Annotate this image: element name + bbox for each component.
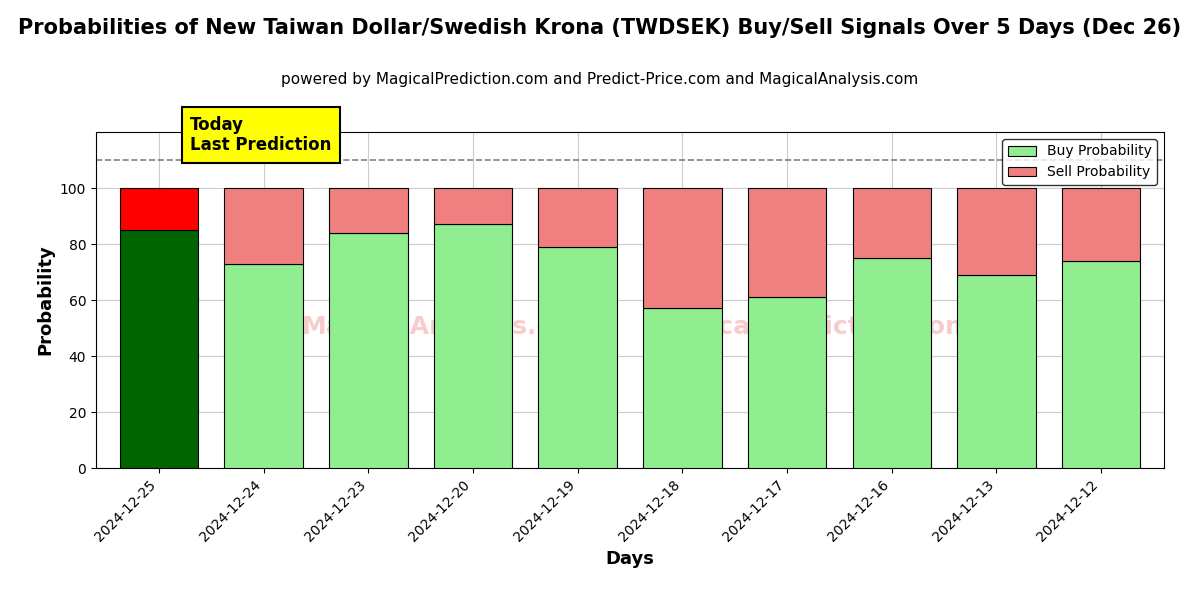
Text: Probabilities of New Taiwan Dollar/Swedish Krona (TWDSEK) Buy/Sell Signals Over : Probabilities of New Taiwan Dollar/Swedi… <box>18 18 1182 38</box>
Bar <box>120 230 198 468</box>
Legend: Buy Probability, Sell Probability: Buy Probability, Sell Probability <box>1002 139 1157 185</box>
Bar <box>120 188 198 230</box>
X-axis label: Days: Days <box>606 550 654 568</box>
Bar <box>643 308 721 468</box>
Bar <box>329 188 408 233</box>
Bar <box>958 188 1036 275</box>
Bar <box>224 188 302 263</box>
Bar <box>329 233 408 468</box>
Bar <box>748 188 827 297</box>
Bar <box>224 263 302 468</box>
Bar <box>1062 261 1140 468</box>
Y-axis label: Probability: Probability <box>36 245 54 355</box>
Bar <box>539 247 617 468</box>
Text: MagicalAnalysis.com: MagicalAnalysis.com <box>301 315 595 339</box>
Bar <box>539 188 617 247</box>
Bar <box>1062 188 1140 261</box>
Text: Today
Last Prediction: Today Last Prediction <box>191 116 331 154</box>
Bar <box>852 188 931 258</box>
Bar <box>748 297 827 468</box>
Bar <box>852 258 931 468</box>
Bar <box>433 224 512 468</box>
Bar <box>433 188 512 224</box>
Text: MagicalPrediction.com: MagicalPrediction.com <box>650 315 972 339</box>
Bar <box>643 188 721 308</box>
Bar <box>958 275 1036 468</box>
Text: powered by MagicalPrediction.com and Predict-Price.com and MagicalAnalysis.com: powered by MagicalPrediction.com and Pre… <box>281 72 919 87</box>
